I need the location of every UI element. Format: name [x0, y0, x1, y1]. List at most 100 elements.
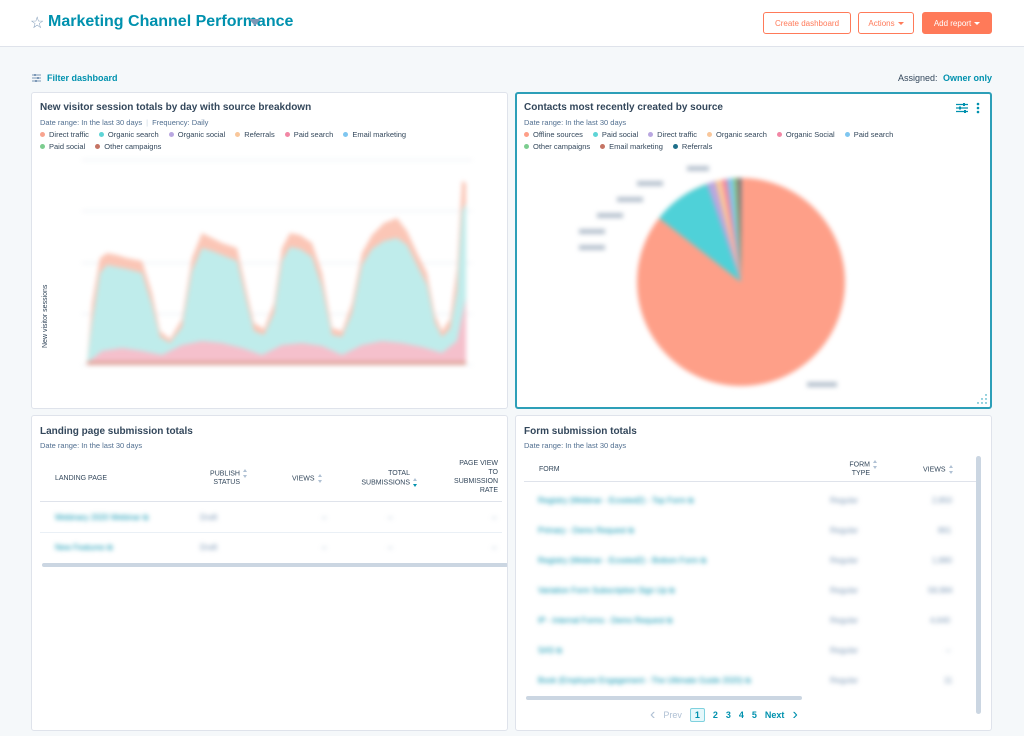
assigned-owner-link[interactable]: Owner only — [942, 73, 992, 83]
legend-item[interactable]: Referrals — [235, 130, 275, 139]
table-row: Book (Employee Engagement - The Ultimate… — [516, 668, 978, 694]
horizontal-scrollbar[interactable] — [526, 696, 802, 700]
form-link[interactable]: IP - Internal Forms - Demo Request ⧉ — [538, 616, 673, 625]
column-header-views[interactable]: VIEWS — [923, 465, 954, 474]
form-submissions-card: Form submission totals Date range: In th… — [515, 415, 992, 731]
legend-item[interactable]: Email marketing — [600, 142, 663, 151]
legend-label: Email marketing — [609, 142, 663, 151]
pie-slice-paid-social — [659, 184, 741, 282]
table-row: Primary - Demo Request ⧉ Regular 861 — [516, 518, 978, 548]
legend-dot-icon — [235, 132, 241, 137]
legend-item[interactable]: Organic social — [168, 130, 226, 139]
landing-page-submissions-card: Landing page submission totals Date rang… — [31, 415, 508, 731]
horizontal-scrollbar[interactable] — [42, 563, 507, 567]
views-cell: 11 — [944, 676, 953, 685]
contacts-by-source-card[interactable]: Contacts most recently created by source… — [515, 92, 992, 409]
add-report-button[interactable]: Add report — [922, 12, 992, 34]
table-row: New Features ⧉ Draft – – – — [32, 533, 502, 563]
legend-label: Referrals — [244, 130, 275, 139]
create-dashboard-button[interactable]: Create dashboard — [763, 12, 851, 34]
legend-label: Paid social — [601, 130, 639, 139]
form-link[interactable]: Registry (Webinar - Ecosted2) - Top Form… — [538, 496, 694, 505]
page-4-button[interactable]: 4 — [738, 710, 744, 720]
legend-dot-icon — [707, 132, 713, 137]
table-row: Variation Form Subscription Sign Up ⧉ Re… — [516, 578, 978, 608]
pie-slice-email-marketing — [737, 177, 741, 282]
landing-page-link[interactable]: New Features ⧉ — [55, 543, 113, 552]
form-type-cell: Regular — [830, 676, 859, 685]
page-1-button[interactable]: 1 — [689, 708, 705, 722]
column-header-total-submissions[interactable]: TOTAL SUBMISSIONS — [352, 469, 418, 487]
legend-label: Offline sources — [533, 130, 583, 139]
legend-item[interactable]: Other campaigns — [95, 142, 161, 151]
sort-icon — [317, 474, 323, 483]
table-row: Registry (Webinar - Ecosted2) - Bottom F… — [516, 548, 978, 578]
card-meta: Date range: In the last 30 days | Frequenc… — [40, 118, 209, 127]
legend-item[interactable]: Email marketing — [343, 130, 406, 139]
card-title: Landing page submission totals — [40, 426, 193, 437]
dashboard-switcher-caret-icon[interactable] — [249, 19, 261, 26]
legend-item[interactable]: Direct traffic — [648, 130, 697, 139]
legend-dot-icon — [844, 132, 850, 137]
form-link[interactable]: SAS ⧉ — [538, 646, 562, 655]
more-options-vertical-icon[interactable] — [976, 102, 980, 114]
legend-label: Direct traffic — [49, 130, 89, 139]
legend-item[interactable]: Direct traffic — [40, 130, 89, 139]
column-header-form-type[interactable]: FORM TYPE — [836, 460, 878, 478]
legend-label: Paid search — [853, 130, 894, 139]
column-header-landing-page[interactable]: LANDING PAGE — [55, 475, 107, 482]
legend-dot-icon — [524, 132, 529, 137]
legend-dot-icon — [648, 132, 654, 137]
legend-item[interactable]: Other campaigns — [524, 142, 590, 151]
form-link[interactable]: Variation Form Subscription Sign Up ⧉ — [538, 586, 675, 595]
legend-dot-icon — [600, 144, 606, 149]
form-link[interactable]: Book (Employee Engagement - The Ultimate… — [538, 676, 751, 685]
chevron-left-icon[interactable]: ‹ — [650, 706, 656, 723]
chevron-right-icon[interactable]: › — [792, 706, 798, 723]
pie-slice-organic-social — [722, 179, 741, 282]
legend-item[interactable]: Offline sources — [524, 130, 583, 139]
legend-dot-icon — [592, 132, 598, 137]
filter-dashboard-link[interactable]: Filter dashboard — [32, 73, 118, 83]
legend-item[interactable]: Organic Social — [776, 130, 835, 139]
legend-item[interactable]: Paid social — [592, 130, 639, 139]
views-cell: – — [322, 543, 327, 552]
sort-icon — [948, 465, 954, 474]
vertical-scrollbar-thumb[interactable] — [976, 456, 981, 714]
chart-legend: Offline sources Paid social Direct traff… — [524, 130, 893, 154]
resize-handle-icon[interactable] — [974, 391, 988, 405]
column-header-form[interactable]: FORM — [539, 466, 560, 473]
next-page-button[interactable]: Next — [764, 710, 785, 720]
legend-item[interactable]: Paid social — [40, 142, 85, 151]
landing-page-link[interactable]: Webinary 2020 Webinar ⧉ — [55, 513, 149, 522]
add-report-label: Add report — [933, 18, 972, 28]
form-link[interactable]: Primary - Demo Request ⧉ — [538, 526, 634, 535]
prev-page-button[interactable]: Prev — [663, 710, 682, 720]
pie-slice-organic-search — [715, 180, 741, 282]
page-5-button[interactable]: 5 — [751, 710, 757, 720]
column-header-publish-status[interactable]: PUBLISH STATUS — [202, 469, 248, 487]
form-link[interactable]: Registry (Webinar - Ecosted2) - Bottom F… — [538, 556, 707, 565]
date-range: Date range: In the last 30 days — [524, 118, 627, 127]
legend-item[interactable]: Organic search — [98, 130, 159, 139]
dashboard-title[interactable]: Marketing Channel Performance — [48, 13, 294, 30]
page-2-button[interactable]: 2 — [712, 710, 718, 720]
legend-item[interactable]: Referrals — [672, 142, 712, 151]
legend-label: Paid search — [293, 130, 334, 139]
legend-label: Organic social — [177, 130, 226, 139]
actions-button[interactable]: Actions — [858, 12, 914, 34]
status-cell: Draft — [200, 513, 218, 522]
chart-legend: Direct traffic Organic search Organic so… — [40, 130, 406, 154]
page-3-button[interactable]: 3 — [725, 710, 731, 720]
rate-cell: – — [492, 513, 497, 522]
date-range: Date range: In the last 30 days — [524, 441, 627, 450]
legend-dot-icon — [524, 144, 529, 149]
column-header-page-view-rate[interactable]: PAGE VIEW TO SUBMISSION RATE — [454, 460, 498, 494]
report-filter-sliders-icon[interactable] — [956, 103, 968, 113]
legend-item[interactable]: Paid search — [844, 130, 894, 139]
card-title: Contacts most recently created by source — [524, 102, 723, 113]
favorite-star-icon[interactable]: ☆ — [30, 15, 45, 32]
legend-item[interactable]: Paid search — [284, 130, 334, 139]
column-header-views[interactable]: VIEWS — [292, 474, 323, 483]
legend-item[interactable]: Organic search — [707, 130, 767, 139]
